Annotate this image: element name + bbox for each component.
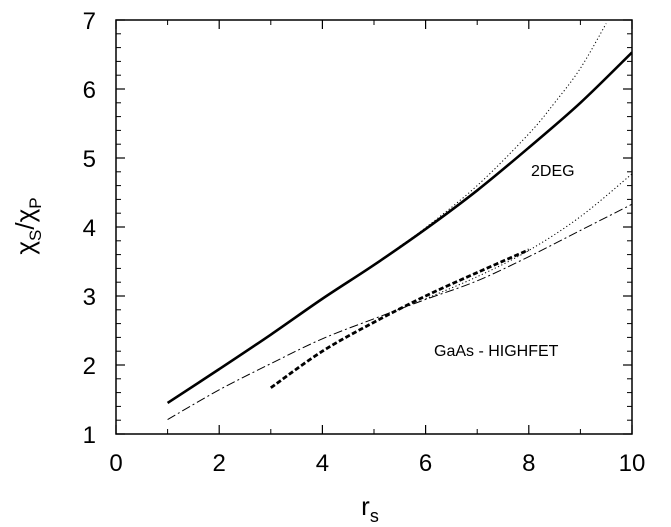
y-axis-label-b-sub: P <box>26 197 45 208</box>
y-axis-label-b-main: χ <box>10 208 40 222</box>
x-tick-labels: 0 2 4 6 8 10 <box>109 450 645 477</box>
y-tick-label: 5 <box>83 146 96 173</box>
y-tick-labels: 1 2 3 4 5 6 7 <box>83 8 96 449</box>
series-line-4 <box>425 173 632 300</box>
y-tick-label: 3 <box>83 284 96 311</box>
x-tick-label: 8 <box>522 450 535 477</box>
x-axis-label-main: r <box>361 491 370 521</box>
y-tick-label: 1 <box>83 422 96 449</box>
y-axis-label-a-main: χ <box>10 241 40 255</box>
x-tick-label: 2 <box>213 450 226 477</box>
y-tick-label: 6 <box>83 77 96 104</box>
x-axis-label: rs <box>361 491 379 526</box>
y-tick-label: 7 <box>83 8 96 35</box>
axis-ticks <box>115 19 633 435</box>
x-tick-label: 0 <box>109 450 122 477</box>
series-line-5 <box>269 248 530 389</box>
series-line-2 <box>399 23 607 247</box>
annotation-gaas-highfet: GaAs - HIGHFET <box>434 343 559 360</box>
plot-frame <box>115 19 633 435</box>
y-axis-label: χS/χP <box>10 197 45 254</box>
y-tick-label: 2 <box>83 353 96 380</box>
y-axis-label-a-sub: S <box>26 230 45 241</box>
x-axis-label-sub: s <box>370 506 379 526</box>
y-tick-label: 4 <box>83 215 96 242</box>
series-layer <box>166 23 632 420</box>
series-line-1 <box>166 51 632 405</box>
x-tick-label: 10 <box>619 450 646 477</box>
x-tick-label: 4 <box>316 450 329 477</box>
x-tick-label: 6 <box>419 450 432 477</box>
annotation-2deg: 2DEG <box>531 163 575 180</box>
y-axis-label-slash: / <box>10 222 40 230</box>
series-line-3 <box>167 203 632 420</box>
